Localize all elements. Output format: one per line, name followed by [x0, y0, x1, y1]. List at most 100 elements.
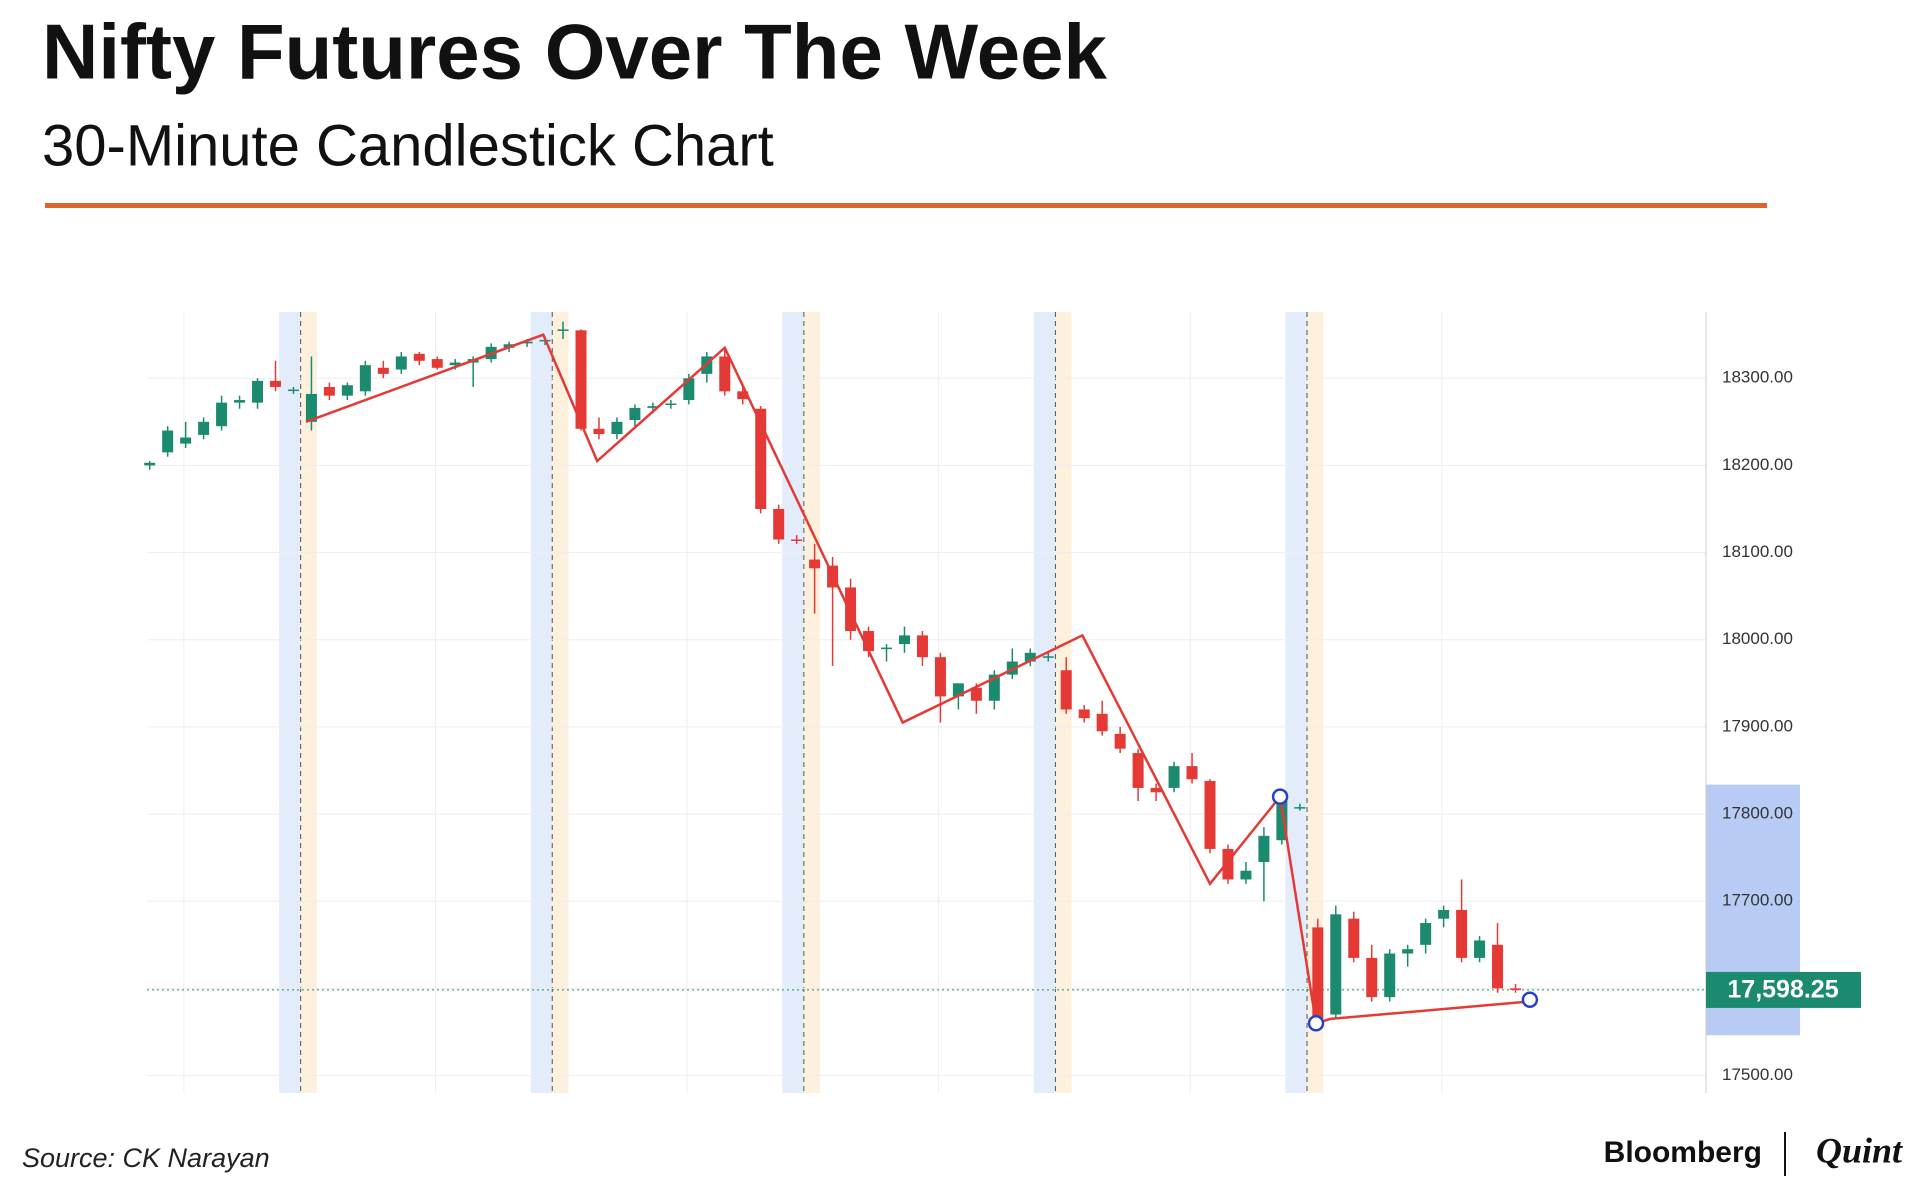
candle-body — [431, 359, 443, 368]
candle-body — [1150, 787, 1162, 793]
candle-body — [377, 367, 389, 374]
candle-body — [287, 389, 299, 392]
logo-quint: Quint — [1816, 1130, 1903, 1170]
session-band-orange — [300, 312, 317, 1093]
candle-body — [970, 687, 982, 701]
candle-body — [305, 393, 317, 422]
candle-body — [234, 400, 246, 403]
y-tick-label: 18000.00 — [1722, 629, 1793, 648]
chart-title: Nifty Futures Over The Week — [42, 8, 1107, 96]
session-band-blue — [1285, 312, 1308, 1093]
candle-body — [1132, 753, 1144, 788]
y-tick-label: 17800.00 — [1722, 804, 1793, 823]
candle-body — [773, 508, 785, 540]
pivot-marker — [1307, 1015, 1325, 1032]
candle-body — [1456, 909, 1468, 958]
candle-body — [1258, 835, 1270, 863]
candle-body — [1168, 766, 1180, 788]
candle-body — [1078, 709, 1090, 719]
candle-body — [413, 353, 425, 361]
pivot-marker — [1521, 991, 1539, 1008]
candle-body — [988, 674, 1000, 701]
candle-body — [1438, 909, 1450, 919]
candle-body — [323, 386, 335, 396]
candle-body — [575, 330, 587, 429]
session-band-blue — [782, 312, 804, 1093]
candle-body — [180, 437, 192, 444]
candle-body — [845, 587, 857, 632]
chart-subtitle: 30-Minute Candlestick Chart — [42, 113, 774, 178]
candle-body — [252, 380, 264, 403]
candle-body — [665, 403, 677, 406]
candle-body — [1204, 780, 1216, 849]
candle-body — [593, 428, 605, 435]
session-band-orange — [803, 312, 821, 1093]
session-band-blue — [530, 312, 553, 1093]
candle-body — [269, 380, 281, 387]
candle-body — [359, 365, 371, 392]
session-band-blue — [1033, 312, 1056, 1093]
y-tick-label: 17500.00 — [1722, 1065, 1793, 1084]
session-band-blue — [279, 312, 301, 1093]
candle-body — [1096, 713, 1108, 732]
candle-body — [683, 378, 695, 401]
candle-body — [1276, 800, 1288, 841]
y-tick-label: 18300.00 — [1722, 368, 1793, 387]
candle-body — [341, 385, 353, 396]
candle-body — [719, 356, 731, 392]
candle-body — [952, 683, 964, 697]
candle-body — [1402, 949, 1414, 954]
candle-body — [449, 362, 461, 366]
candle-body — [1492, 944, 1504, 989]
candle-body — [1474, 940, 1486, 958]
candle-body — [611, 421, 623, 435]
y-tick-label: 17900.00 — [1722, 716, 1793, 735]
candle-body — [863, 631, 875, 652]
candle-body — [162, 430, 174, 453]
candle-body — [934, 657, 946, 697]
candle-body — [1348, 918, 1360, 958]
candle-body — [755, 408, 767, 509]
candle-body — [916, 635, 928, 658]
candle-body — [737, 391, 749, 400]
logo-bloomberg: Bloomberg — [1604, 1136, 1762, 1169]
candle-body — [1186, 766, 1198, 780]
candle-body — [1240, 870, 1252, 880]
last-price-box — [1706, 971, 1861, 1008]
pivot-marker — [1271, 788, 1289, 805]
candle-body — [144, 462, 156, 466]
candle-body — [1330, 914, 1342, 1015]
candle-body — [1114, 733, 1126, 749]
candle-body — [1366, 957, 1378, 998]
y-tick-label: 17700.00 — [1722, 891, 1793, 910]
candle-body — [791, 539, 803, 542]
candle-body — [809, 559, 821, 569]
y-tick-label: 18100.00 — [1722, 542, 1793, 561]
candle-body — [881, 647, 893, 650]
candle-body — [395, 356, 407, 370]
candle-body — [1024, 652, 1036, 662]
zigzag-line — [305, 333, 1530, 1025]
y-tick-label: 18200.00 — [1722, 455, 1793, 474]
candle-body — [216, 402, 228, 427]
candle-body — [898, 635, 910, 645]
candle-body — [1222, 848, 1234, 880]
candle-body — [1384, 953, 1396, 998]
candle-body — [198, 421, 210, 435]
candle-body — [521, 341, 533, 344]
candle-body — [629, 407, 641, 421]
candle-body — [1060, 670, 1072, 710]
session-band-orange — [1307, 312, 1324, 1093]
title-rule — [45, 203, 1767, 208]
last-price-label: 17,598.25 — [1727, 976, 1838, 1004]
candle-body — [647, 406, 659, 408]
candle-body — [1294, 807, 1306, 809]
source: Source: CK Narayan — [22, 1143, 270, 1173]
candle-body — [1420, 923, 1432, 945]
candle-body — [1042, 656, 1054, 658]
candle-body — [557, 329, 569, 331]
session-band-orange — [552, 312, 569, 1093]
candle-body — [1510, 988, 1522, 990]
logo-divider — [1784, 1132, 1786, 1176]
